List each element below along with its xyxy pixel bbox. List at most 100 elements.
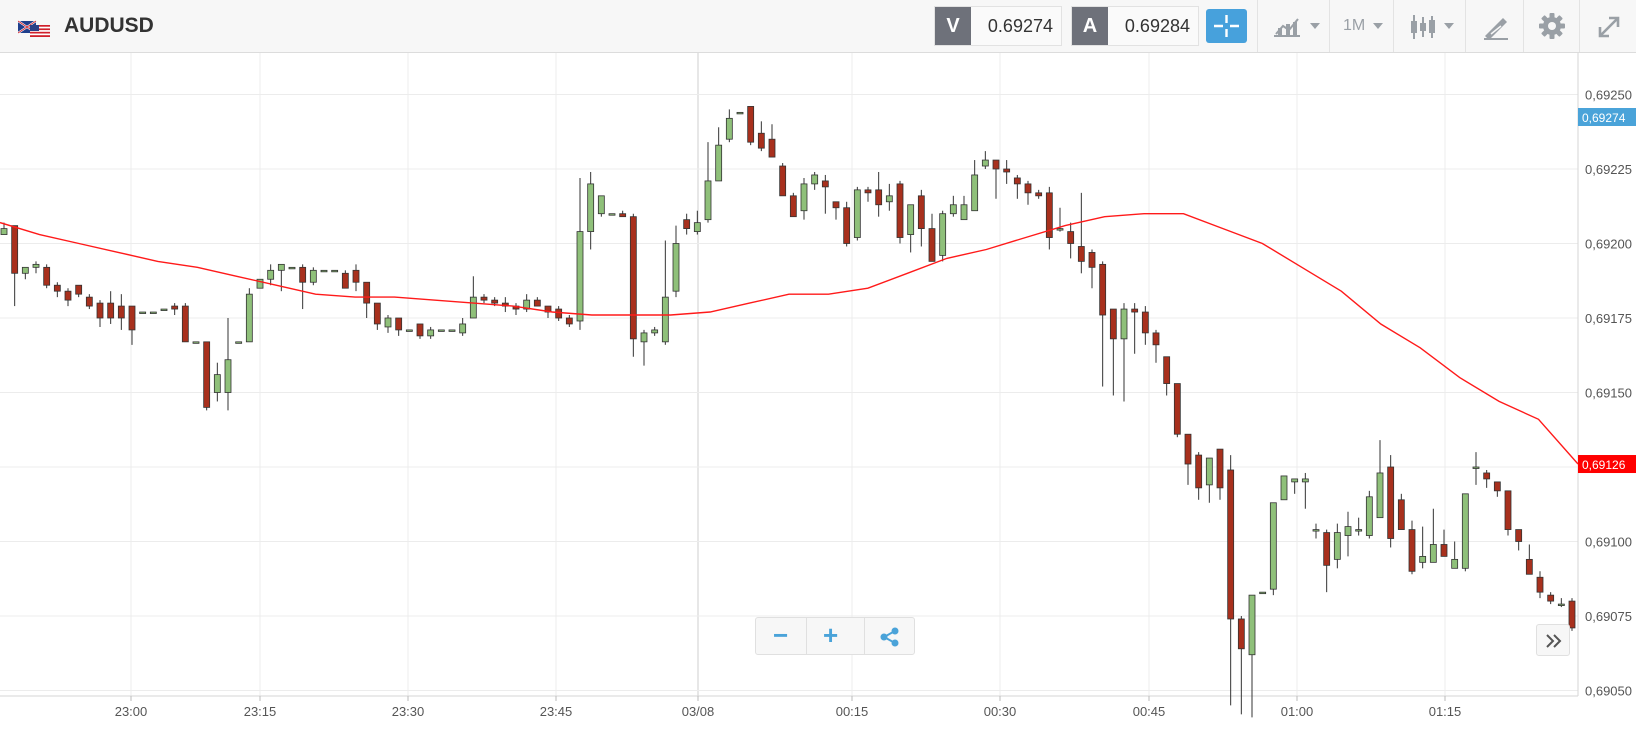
y-tick-label: 0,69175 [1585, 311, 1632, 326]
candle-up [640, 332, 648, 343]
timeframe-selector[interactable]: 1M [1329, 0, 1393, 52]
chart-type-icon [1274, 18, 1300, 37]
candle-up [21, 266, 29, 274]
candle-up [939, 213, 947, 256]
candle-up [811, 174, 819, 185]
candle-down [928, 228, 936, 262]
candle-up [1451, 558, 1459, 569]
candle-down [117, 305, 125, 319]
fullscreen-button[interactable] [1579, 0, 1636, 52]
ask-tag: A [1072, 7, 1108, 45]
zoom-in-button[interactable]: + [806, 618, 857, 654]
candle-up [907, 204, 915, 235]
candle-up [981, 159, 989, 167]
candle-down [1173, 383, 1181, 435]
candle-style-button[interactable] [1393, 0, 1465, 52]
gear-icon [1539, 13, 1565, 39]
drawing-tools-icon [1484, 18, 1508, 40]
candle-down [917, 195, 925, 230]
candle-up [576, 231, 584, 322]
candle-down [1035, 192, 1043, 197]
candle-up [1333, 532, 1341, 560]
candle-up [235, 341, 243, 344]
settings-button[interactable] [1523, 0, 1579, 52]
candle-up [288, 266, 296, 270]
price-chart[interactable]: 0,69250 0,69225 0,69200 0,69175 0,69150 0,691… [0, 53, 1636, 729]
candle-up [672, 243, 680, 292]
candle-up [1301, 478, 1309, 483]
candlestick-icon [1411, 15, 1435, 39]
candle-down [1387, 466, 1395, 539]
candle-up [587, 183, 595, 232]
candle-down [1515, 529, 1523, 542]
candle-up [0, 228, 8, 235]
candle-up [309, 269, 317, 283]
candle-down [1237, 618, 1245, 650]
candle-down [107, 302, 115, 319]
chevron-down-icon [1444, 23, 1454, 29]
candle-up [1280, 475, 1288, 501]
candle-up [384, 317, 392, 328]
candle-down [1099, 263, 1107, 316]
candle-down [75, 284, 83, 295]
bid-price-box[interactable]: V 0.69274 [934, 6, 1062, 46]
candle-down [171, 305, 179, 310]
crosshair-icon [1214, 15, 1239, 37]
candle-up [1259, 591, 1267, 595]
candle-down [64, 290, 72, 301]
candle-down [533, 299, 541, 307]
candle-up [1429, 544, 1437, 563]
candle-down [1088, 252, 1096, 268]
ask-price-value: 0.69284 [1124, 16, 1190, 36]
candle-up [960, 204, 968, 221]
candle-up [1365, 496, 1373, 536]
candle-down [395, 317, 403, 331]
candle-up [597, 195, 605, 215]
candle-up [448, 329, 456, 332]
candle-down [341, 272, 349, 289]
x-tick-label: 03/08 [682, 704, 715, 719]
ask-price-box[interactable]: A 0.69284 [1071, 6, 1199, 46]
candle-up [949, 204, 957, 215]
candle-down [832, 201, 840, 209]
candle-down [1504, 490, 1512, 530]
candle-up [1376, 472, 1384, 519]
candle-down [1163, 356, 1171, 384]
ma-value-marker [1578, 455, 1636, 474]
au-us-flag-icon [18, 20, 50, 37]
share-icon [880, 627, 899, 647]
candle-up [277, 263, 285, 271]
candle-up [725, 117, 733, 140]
zoom-controls: − + [755, 617, 915, 655]
candle-down [1141, 311, 1149, 334]
chart-type-button[interactable] [1257, 0, 1329, 52]
scroll-to-latest-button[interactable] [1536, 624, 1570, 656]
candle-up [1344, 526, 1352, 536]
candle-up [715, 144, 723, 182]
fullscreen-icon [1598, 16, 1620, 38]
candle-up [1269, 502, 1277, 590]
share-button[interactable] [864, 618, 915, 654]
candle-down [1109, 308, 1117, 340]
candle-down [1077, 246, 1085, 262]
y-tick-label: 0,69100 [1585, 535, 1632, 550]
candle-up [437, 329, 445, 332]
y-tick-label: 0,69050 [1585, 684, 1632, 699]
candle-down [1440, 544, 1448, 557]
candle-down [1024, 183, 1032, 194]
candle-up [32, 263, 40, 268]
candle-down [43, 266, 51, 286]
drawing-tools-button[interactable] [1465, 0, 1523, 52]
timeframe-label: 1M [1343, 17, 1366, 34]
candle-up [1472, 466, 1480, 469]
zoom-out-button[interactable]: − [756, 618, 806, 654]
candle-up [331, 269, 339, 273]
candle-up [853, 189, 861, 238]
candle-down [779, 165, 787, 197]
crosshair-button[interactable] [1206, 9, 1247, 43]
candle-down [1195, 454, 1203, 489]
candle-up [1291, 478, 1299, 483]
candle-down [821, 180, 829, 188]
y-tick-label: 0,69250 [1585, 88, 1632, 103]
candle-down [843, 207, 851, 244]
